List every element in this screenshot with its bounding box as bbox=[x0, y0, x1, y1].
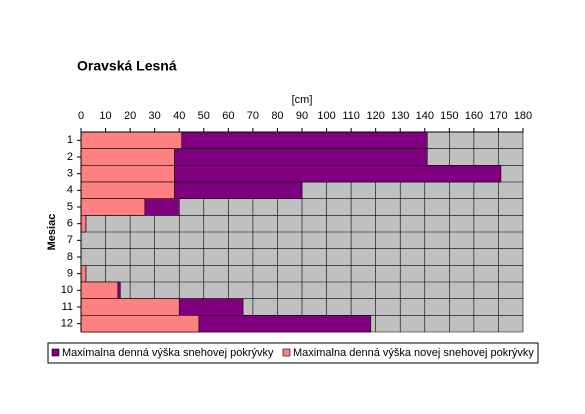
x-tick-label: 120 bbox=[366, 110, 384, 122]
y-tick-label: 9 bbox=[67, 268, 73, 280]
y-tick-label: 3 bbox=[67, 168, 73, 180]
bar bbox=[80, 215, 87, 233]
x-tick-label: 50 bbox=[198, 110, 210, 122]
bar bbox=[80, 181, 175, 199]
x-tick-label: 30 bbox=[149, 110, 161, 122]
y-tick-label: 1 bbox=[67, 134, 73, 146]
chart-title: Oravská Lesná bbox=[77, 58, 177, 74]
x-tick-label: 40 bbox=[173, 110, 185, 122]
y-tick-label: 4 bbox=[67, 184, 73, 196]
x-tick-label: 140 bbox=[416, 110, 434, 122]
x-tick-label: 0 bbox=[78, 110, 84, 122]
bar bbox=[80, 265, 87, 283]
x-axis-label: [cm] bbox=[292, 94, 313, 106]
x-tick-label: 90 bbox=[296, 110, 308, 122]
legend-label: Maximalna denná výška snehovej pokrývky bbox=[62, 347, 274, 359]
x-tick-label: 110 bbox=[342, 110, 360, 122]
legend-swatch bbox=[282, 348, 291, 357]
x-tick-label: 10 bbox=[99, 110, 111, 122]
bar bbox=[80, 315, 200, 333]
x-tick-label: 130 bbox=[391, 110, 409, 122]
x-tick-label: 80 bbox=[271, 110, 283, 122]
x-tick-label: 20 bbox=[124, 110, 136, 122]
bar bbox=[80, 298, 180, 316]
x-tick-label: 150 bbox=[440, 110, 458, 122]
y-tick-label: 12 bbox=[61, 318, 73, 330]
legend-label: Maximalna denná výška novej snehovej pok… bbox=[293, 347, 534, 359]
y-tick-label: 2 bbox=[67, 151, 73, 163]
legend-box bbox=[47, 342, 539, 364]
x-tick-label: 60 bbox=[222, 110, 234, 122]
y-tick-label: 6 bbox=[67, 218, 73, 230]
bar bbox=[80, 198, 146, 216]
bar bbox=[80, 165, 175, 183]
x-tick-label: 160 bbox=[465, 110, 483, 122]
y-tick-label: 10 bbox=[61, 284, 73, 296]
bar bbox=[80, 148, 175, 166]
x-tick-label: 100 bbox=[317, 110, 335, 122]
y-tick-label: 11 bbox=[62, 301, 73, 313]
y-tick-label: 8 bbox=[67, 251, 73, 263]
y-axis-label: Mesiac bbox=[46, 214, 58, 251]
y-tick-label: 7 bbox=[67, 234, 73, 246]
bar bbox=[80, 281, 119, 299]
legend-swatch bbox=[51, 348, 60, 357]
y-tick-label: 5 bbox=[67, 201, 73, 213]
x-tick-label: 180 bbox=[514, 110, 532, 122]
bar bbox=[80, 131, 182, 149]
x-tick-label: 70 bbox=[247, 110, 259, 122]
x-tick-label: 170 bbox=[489, 110, 507, 122]
